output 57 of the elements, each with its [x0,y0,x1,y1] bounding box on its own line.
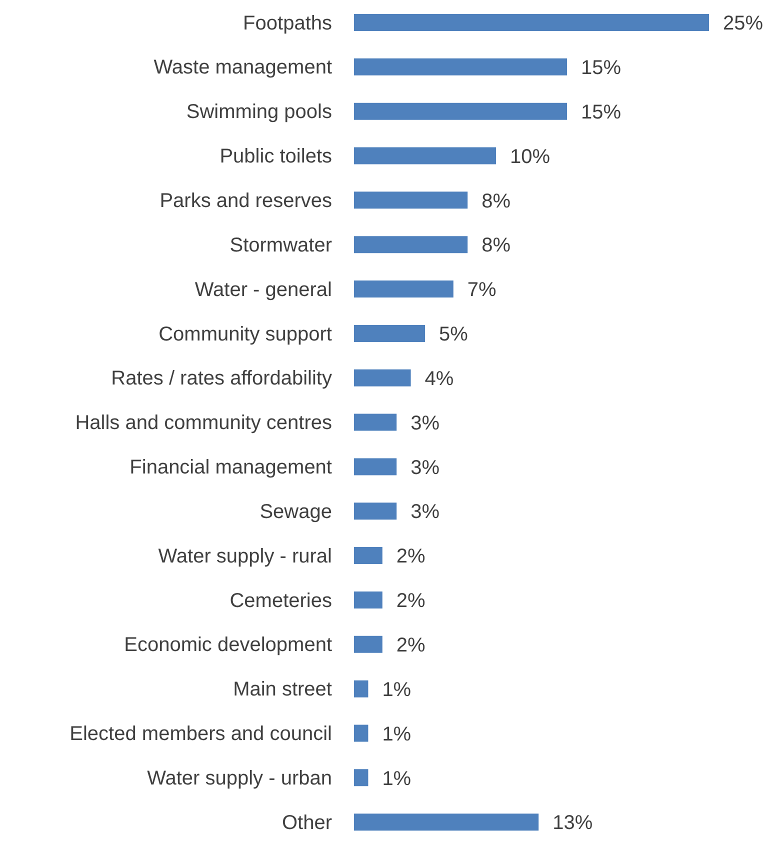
y-tick-label: Other [282,812,332,834]
data-label: 8% [482,190,511,212]
data-label: 2% [396,546,426,568]
bar [354,102,567,120]
data-label: 5% [439,324,468,346]
bar [354,58,567,76]
bar [354,769,368,786]
data-label: 1% [382,723,412,746]
bar [354,636,382,653]
data-label: 1% [382,678,412,701]
bar [354,414,397,431]
y-tick-label: Main street [233,678,332,701]
y-tick-label: Cemeteries [230,590,332,612]
data-label: 3% [410,501,440,524]
bar [354,814,539,831]
data-label: 15% [581,57,622,80]
y-tick-label: Halls and community centres [75,412,332,434]
y-tick-label: Swimming pools [186,101,332,124]
y-tick-label: Water supply - rural [158,545,332,568]
y-tick-label: Water supply - urban [147,767,332,790]
y-tick-label: Stormwater [230,234,332,256]
data-label: 15% [581,101,622,124]
data-label: 3% [410,456,440,479]
y-tick-label: Water - general [194,278,332,301]
bar [354,324,425,342]
y-tick-label: Community support [158,323,332,346]
bar [354,236,468,254]
data-label: 7% [467,279,497,302]
bar [354,192,468,209]
y-tick-label: Financial management [130,456,332,479]
y-tick-label: Public toilets [220,146,332,168]
bar [354,147,496,164]
bar [354,458,397,476]
y-tick-label: Economic development [124,634,332,656]
y-tick-label: Waste management [154,56,332,79]
data-label: 2% [396,634,426,656]
data-label: 10% [510,146,550,168]
y-tick-label: Sewage [260,500,332,523]
y-tick-label: Footpaths [243,12,332,34]
bar [354,369,411,386]
bar [354,502,397,520]
bar [354,724,368,742]
data-label: 3% [410,412,440,434]
data-label: 25% [723,12,764,35]
data-label: 4% [424,368,454,390]
y-tick-label: Elected members and council [70,723,332,746]
data-label: 1% [382,768,412,790]
bar [354,680,368,698]
data-label: 13% [552,812,593,834]
bar [354,280,454,298]
y-tick-label: Parks and reserves [160,190,332,212]
bar [354,591,382,608]
data-label: 2% [396,590,426,612]
y-tick-label: Rates / rates affordability [111,368,332,390]
bar [354,14,709,31]
data-label: 8% [482,234,511,257]
bar [354,547,382,564]
